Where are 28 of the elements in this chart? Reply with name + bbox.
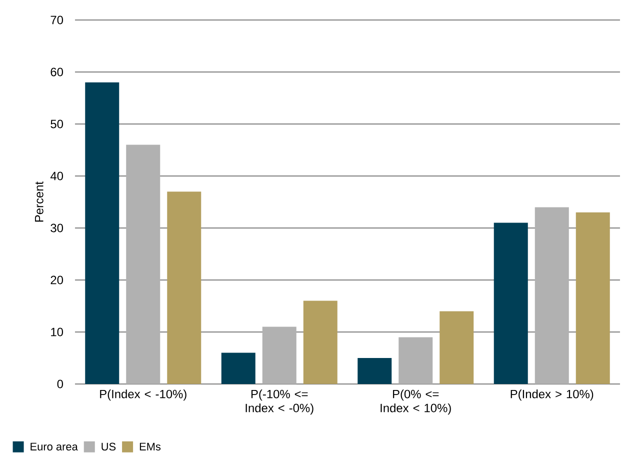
bar bbox=[440, 311, 474, 384]
y-axis-title: Percent bbox=[35, 181, 44, 222]
bar bbox=[167, 192, 202, 384]
bar bbox=[126, 144, 160, 384]
legend-label: US bbox=[102, 442, 116, 451]
legend-label: Euro area bbox=[30, 442, 78, 450]
bar bbox=[303, 300, 338, 384]
x-tick-label: P(Index > 10%) bbox=[510, 390, 594, 401]
y-tick-label: 40 bbox=[50, 172, 64, 180]
bar bbox=[262, 326, 296, 384]
legend-label: EMs bbox=[140, 442, 161, 450]
bar bbox=[85, 82, 120, 384]
y-tick-label: 20 bbox=[50, 276, 64, 284]
y-tick-label: 0 bbox=[57, 380, 64, 388]
bar bbox=[534, 207, 569, 384]
x-tick-label: P(Index < -10%) bbox=[100, 390, 186, 401]
x-tick-label: P(-10% <= Index < -0%) bbox=[246, 390, 314, 415]
y-tick-label: 50 bbox=[50, 120, 64, 128]
y-tick-label: 60 bbox=[50, 68, 64, 76]
bar bbox=[358, 358, 392, 384]
y-tick-label: 30 bbox=[50, 224, 64, 232]
x-tick-label: P(0% <= Index < 10%) bbox=[380, 390, 451, 415]
bar bbox=[221, 352, 256, 384]
bar bbox=[398, 337, 433, 384]
bar bbox=[576, 212, 610, 384]
y-tick-label: 10 bbox=[51, 328, 64, 336]
bar bbox=[494, 222, 528, 384]
y-tick-label: 70 bbox=[50, 16, 64, 24]
